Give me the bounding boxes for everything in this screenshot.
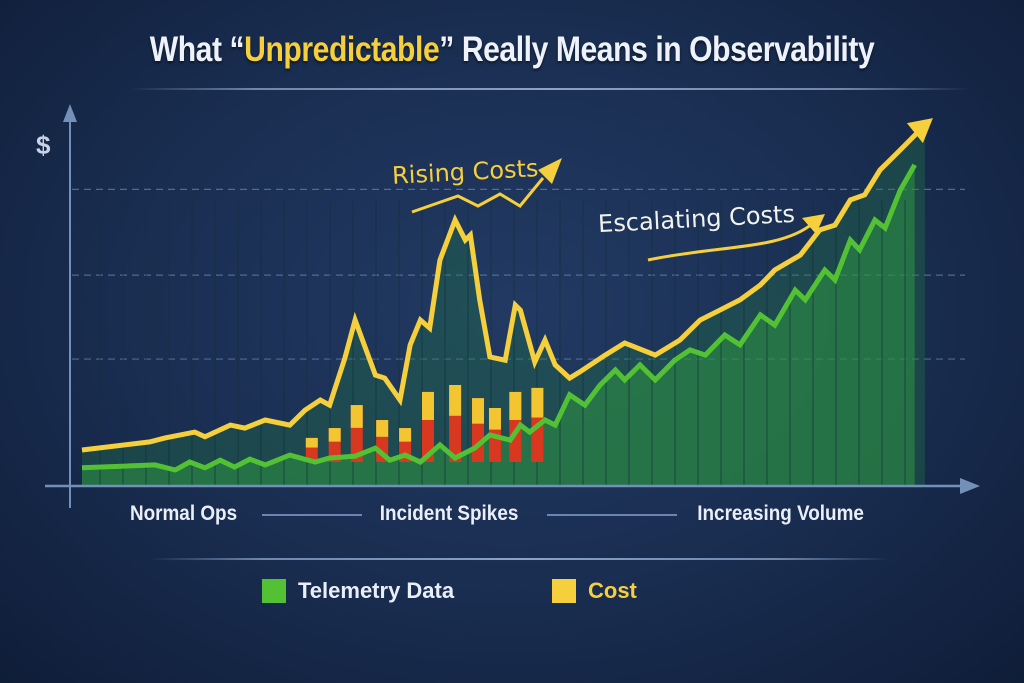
cost-line [81, 123, 927, 453]
telemetry-area [82, 164, 915, 485]
incident-bar-top [449, 384, 462, 416]
phase-label-increasing-volume: Increasing Volume [697, 502, 864, 525]
annotation-arrows [411, 158, 825, 262]
title-divider [130, 88, 970, 90]
incident-bar-top [421, 391, 434, 420]
incident-bar-top [509, 391, 522, 420]
rising-costs-arrowhead [538, 158, 562, 184]
telemetry-line [81, 163, 917, 473]
legend-item-cost: Cost [552, 578, 637, 604]
phase-label-normal-ops: Normal Ops [129, 502, 238, 525]
legend-swatch-cost [552, 579, 576, 603]
y-axis-label: $ [36, 130, 51, 160]
escalating-costs-arrowhead [802, 214, 825, 234]
legend-swatch-telemetry [262, 579, 286, 603]
rising-costs-arrow [411, 177, 545, 214]
y-axis-arrowhead [63, 104, 77, 122]
legend-item-telemetry: Telemetry Data [262, 578, 454, 604]
legend-label: Cost [588, 578, 637, 603]
chart-title: What “Unpredictable” Really Means in Obs… [149, 30, 875, 69]
incident-bar-top [305, 437, 318, 448]
cost-arrowhead [906, 118, 933, 144]
phase-connector [262, 514, 362, 516]
legend-label: Telemetry Data [298, 578, 455, 603]
phase-connector [547, 514, 677, 516]
incident-bar-top [531, 387, 544, 418]
phase-label-incident-spikes: Incident Spikes [379, 502, 519, 525]
incident-bar-top [472, 398, 485, 424]
title-highlight: Unpredictable [244, 30, 440, 69]
incident-bar-top [488, 407, 501, 430]
incident-bar-top [399, 428, 412, 442]
escalating-costs-arrow [647, 222, 813, 262]
series-lines [81, 118, 933, 473]
axes [45, 104, 980, 508]
incident-bar-top [376, 420, 389, 437]
incident-bar-top [350, 405, 363, 428]
incident-bar-top [328, 428, 341, 442]
legend-divider [150, 558, 890, 560]
x-axis-arrowhead [960, 478, 980, 494]
